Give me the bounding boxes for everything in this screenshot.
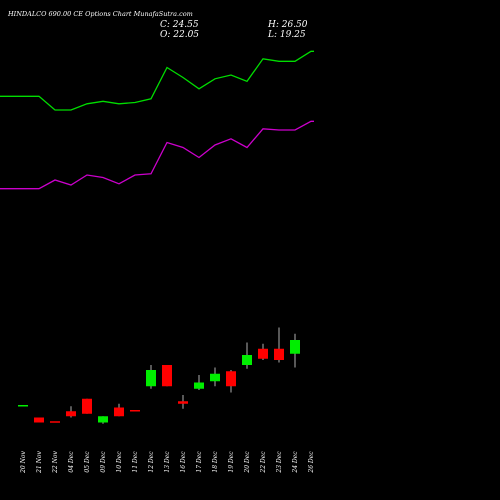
x-tick-label: 05 Dec bbox=[84, 451, 91, 473]
x-tick-label: 18 Dec bbox=[212, 451, 219, 473]
x-tick-label: 24 Dec bbox=[292, 451, 299, 474]
x-tick-label: 21 Nov bbox=[36, 450, 43, 473]
high-value: H: 26.50 bbox=[268, 20, 308, 30]
candle-body bbox=[82, 398, 92, 414]
candle-body bbox=[194, 382, 204, 389]
x-tick-label: 22 Nov bbox=[52, 450, 59, 473]
x-tick-label: 20 Dec bbox=[244, 451, 251, 474]
x-tick-label: 04 Dec bbox=[68, 451, 75, 473]
x-tick-label: 11 Dec bbox=[132, 451, 139, 473]
x-tick-label: 13 Dec bbox=[164, 451, 171, 473]
candle-body bbox=[66, 411, 76, 417]
x-tick-label: 26 Dec bbox=[308, 451, 315, 474]
candle-body bbox=[274, 348, 284, 360]
close-value: C: 24.55 bbox=[160, 20, 199, 30]
x-tick-label: 17 Dec bbox=[196, 451, 203, 473]
x-tick-label: 19 Dec bbox=[228, 451, 235, 473]
chart-title: HINDALCO 690.00 CE Options Chart MunafaS… bbox=[8, 10, 193, 18]
candle-body bbox=[98, 416, 108, 423]
low-value: L: 19.25 bbox=[268, 30, 306, 40]
x-tick-label: 09 Dec bbox=[100, 451, 107, 473]
x-tick-label: 12 Dec bbox=[148, 451, 155, 473]
x-tick-label: 23 Dec bbox=[276, 451, 283, 474]
candle-body bbox=[226, 371, 236, 387]
x-tick-label: 10 Dec bbox=[116, 451, 123, 473]
candle-body bbox=[50, 421, 60, 423]
x-tick-label: 20 Nov bbox=[20, 450, 27, 473]
indicator-line-1 bbox=[0, 50, 314, 111]
open-value: O: 22.05 bbox=[160, 30, 200, 40]
candle-body bbox=[178, 401, 188, 404]
candle-body bbox=[34, 417, 44, 423]
x-tick-label: 22 Dec bbox=[260, 451, 267, 474]
candle-body bbox=[258, 348, 268, 359]
candle-body bbox=[210, 373, 220, 382]
candle-body bbox=[146, 370, 156, 387]
candle-body bbox=[130, 410, 140, 412]
indicator-line-2 bbox=[0, 120, 314, 190]
x-tick-label: 16 Dec bbox=[180, 451, 187, 473]
candle-body bbox=[242, 355, 252, 365]
candle-body bbox=[114, 407, 124, 417]
candle-body bbox=[290, 340, 300, 354]
candle-body bbox=[162, 365, 172, 387]
candle-body bbox=[18, 405, 28, 407]
